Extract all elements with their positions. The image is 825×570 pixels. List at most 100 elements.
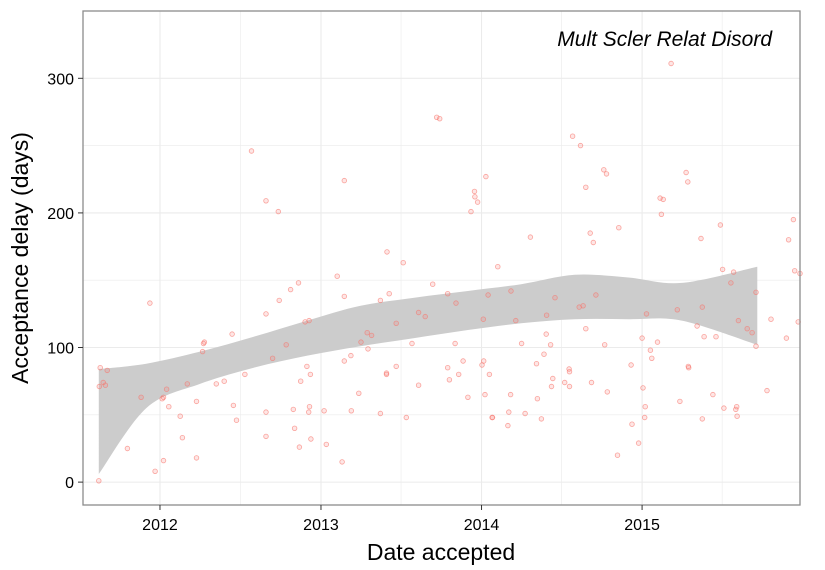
- data-point: [275, 208, 281, 215]
- y-tick-label: 100: [47, 341, 74, 358]
- data-point: [422, 313, 428, 320]
- data-point: [580, 303, 586, 309]
- data-point: [364, 330, 370, 336]
- data-point: [276, 297, 282, 304]
- data-point: [291, 425, 298, 431]
- data-point: [348, 408, 354, 414]
- data-point: [287, 286, 294, 293]
- data-point: [269, 355, 276, 361]
- y-tick-label: 0: [65, 475, 74, 492]
- data-point: [552, 295, 558, 301]
- data-point: [527, 234, 534, 240]
- data-point: [339, 459, 345, 465]
- data-point: [393, 320, 399, 326]
- data-point: [213, 381, 219, 387]
- data-point: [377, 297, 384, 304]
- x-tick-label: 2014: [464, 517, 500, 534]
- data-point: [147, 300, 153, 306]
- x-tick-label: 2015: [624, 517, 660, 534]
- data-point: [393, 363, 399, 370]
- data-point: [384, 249, 390, 255]
- data-point: [768, 316, 774, 322]
- data-point: [533, 361, 540, 367]
- x-axis-title: Date accepted: [367, 539, 515, 565]
- data-point: [341, 358, 347, 364]
- data-point: [102, 382, 109, 388]
- data-point: [698, 235, 704, 242]
- data-point: [686, 365, 692, 371]
- data-point: [783, 335, 790, 341]
- data-point: [177, 413, 183, 419]
- data-point: [298, 378, 304, 384]
- data-point: [184, 381, 190, 387]
- plot-panel-background: [83, 11, 800, 505]
- data-point: [453, 300, 459, 306]
- data-point: [602, 342, 608, 348]
- data-point: [614, 452, 621, 458]
- data-point: [677, 398, 683, 405]
- data-point: [456, 371, 462, 378]
- x-axis-tick-labels: 2012 2013 2014 2015: [142, 517, 660, 534]
- data-point: [104, 367, 110, 374]
- data-point: [685, 179, 691, 185]
- data-point: [193, 398, 200, 405]
- data-point: [434, 114, 440, 120]
- data-point: [601, 167, 607, 173]
- data-point: [543, 331, 549, 337]
- data-point: [308, 436, 314, 442]
- data-point: [547, 342, 554, 348]
- data-point: [593, 292, 599, 298]
- data-point: [538, 416, 545, 422]
- data-point: [323, 441, 329, 448]
- scatter-points: [96, 60, 803, 484]
- data-point: [96, 478, 102, 484]
- data-point: [694, 323, 700, 329]
- grid-lines: [83, 11, 800, 505]
- confidence-band-area: [98, 266, 758, 474]
- data-point: [229, 331, 235, 337]
- data-point: [640, 385, 646, 391]
- data-point: [304, 363, 310, 370]
- data-point: [409, 340, 415, 347]
- y-axis-title: Acceptance delay (days): [7, 132, 33, 384]
- data-point: [583, 184, 589, 190]
- data-point: [296, 444, 303, 450]
- data-point: [495, 264, 501, 270]
- data-point: [233, 417, 240, 423]
- smooth-confidence-band: [98, 266, 758, 474]
- data-point: [483, 173, 489, 180]
- data-point: [583, 326, 589, 332]
- data-point: [482, 391, 488, 398]
- data-point: [721, 405, 727, 411]
- data-point: [713, 334, 719, 340]
- data-point: [334, 273, 340, 279]
- data-point: [749, 330, 755, 336]
- data-point: [377, 410, 384, 417]
- data-point: [562, 379, 568, 386]
- data-point: [193, 455, 200, 461]
- data-point: [263, 311, 269, 317]
- data-point: [486, 371, 493, 378]
- data-point: [365, 346, 371, 352]
- data-point: [508, 288, 514, 294]
- data-point: [446, 377, 453, 383]
- axis-ticks: [78, 77, 643, 510]
- data-point: [668, 60, 674, 67]
- data-point: [485, 292, 491, 298]
- data-point: [348, 352, 354, 359]
- data-point: [306, 409, 312, 415]
- data-point: [152, 468, 158, 474]
- data-point: [734, 404, 740, 410]
- data-point: [96, 383, 102, 390]
- plot-panel-border: [82, 10, 801, 506]
- data-point: [719, 266, 726, 273]
- data-point: [710, 391, 716, 398]
- data-point: [635, 440, 642, 446]
- data-point: [518, 340, 525, 347]
- data-point: [263, 409, 269, 415]
- data-point: [753, 289, 759, 295]
- data-point: [577, 142, 584, 149]
- data-point: [295, 280, 302, 286]
- data-point: [628, 362, 634, 368]
- data-point: [430, 281, 436, 287]
